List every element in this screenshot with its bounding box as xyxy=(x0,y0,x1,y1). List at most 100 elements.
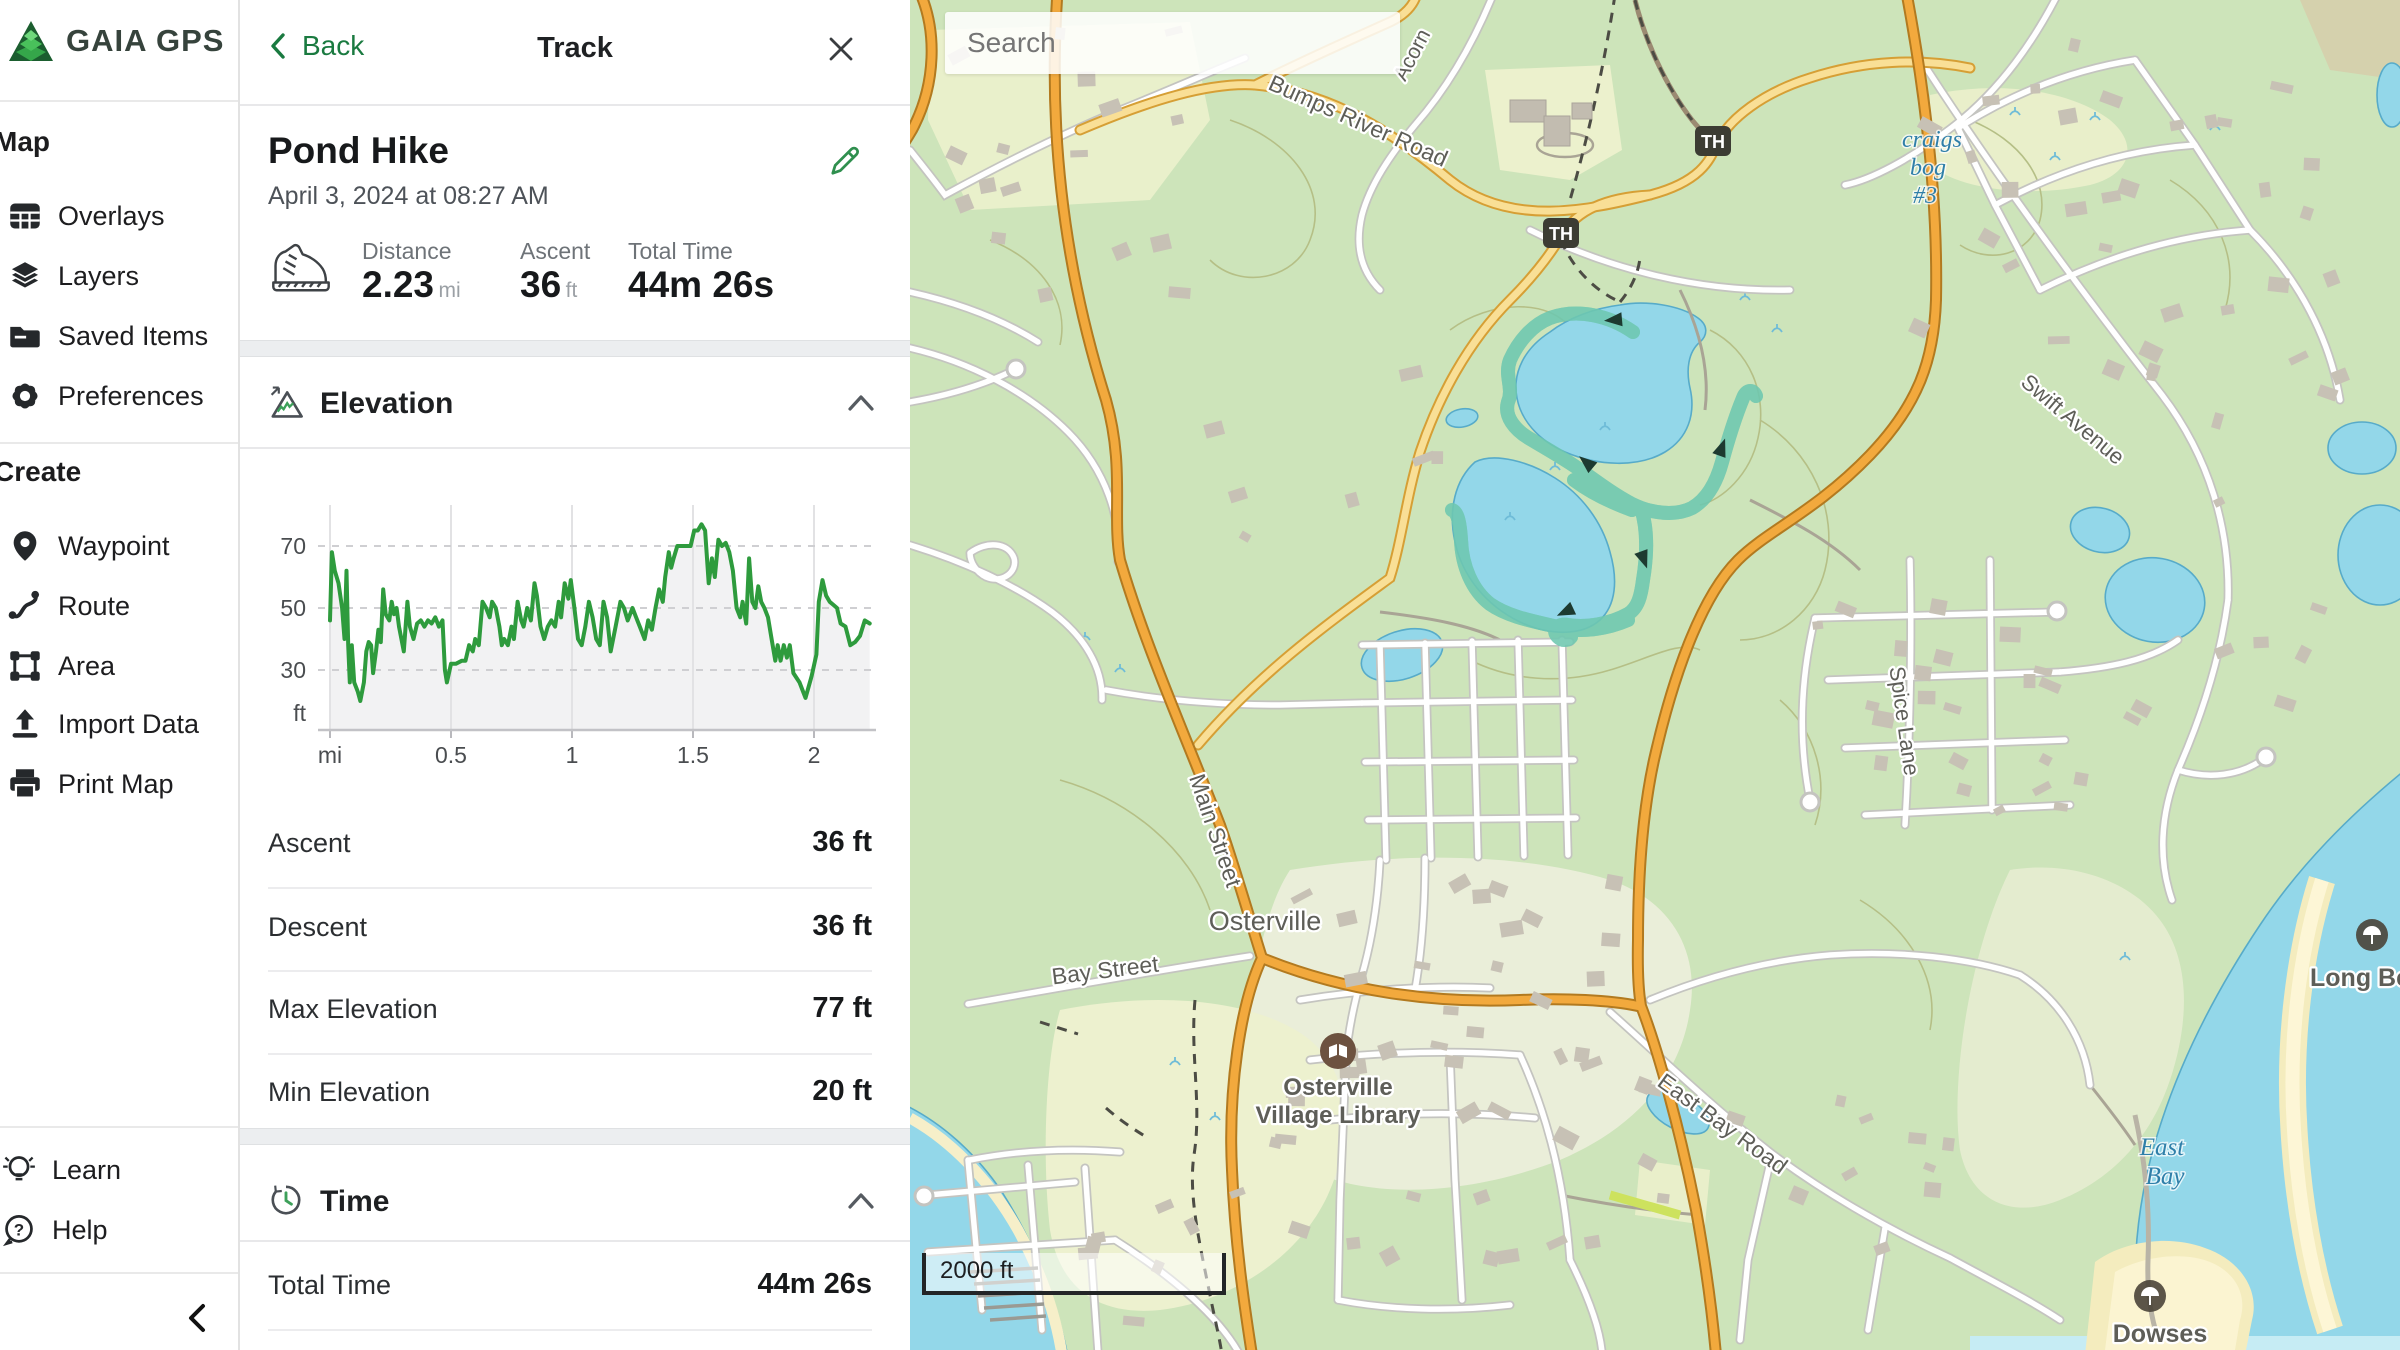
poi-label-library-2: Village Library xyxy=(1256,1102,1422,1129)
track-detail-panel: Back Track Pond Hike April 3, 2024 at 08… xyxy=(240,0,910,1350)
sidebar-item-waypoint[interactable]: Waypoint xyxy=(0,518,238,574)
map-canvas[interactable]: TH TH Bumps River Road Acorn craigs bog … xyxy=(910,0,2400,1350)
sidebar-item-print-map[interactable]: Print Map xyxy=(0,756,238,812)
collapse-sidebar-chevron[interactable] xyxy=(180,1300,216,1336)
minor-roads xyxy=(1379,131,2161,1339)
sidebar-item-layers[interactable]: Layers xyxy=(0,248,238,304)
map-water xyxy=(910,62,2400,1350)
overlays-icon xyxy=(10,203,40,229)
svg-text:TH: TH xyxy=(1549,224,1573,244)
trailhead-marker[interactable]: TH xyxy=(1543,218,1579,248)
sidebar-item-import-data[interactable]: Import Data xyxy=(0,696,238,752)
culdesac-bulbs xyxy=(913,358,2277,1207)
buildings xyxy=(945,25,2350,1327)
east-bay-water xyxy=(2134,773,2400,1350)
app-logo[interactable]: GAIA GPS xyxy=(8,18,224,64)
map-contours xyxy=(989,119,2231,1031)
sidebar-item-overlays[interactable]: Overlays xyxy=(0,188,238,244)
stat-label: Ascent xyxy=(268,828,351,858)
sidebar-item-preferences[interactable]: Preferences xyxy=(0,368,238,424)
import-icon xyxy=(12,709,38,738)
divider xyxy=(0,1272,238,1274)
svg-text:70: 70 xyxy=(280,533,306,559)
sidebar-item-route[interactable]: Route xyxy=(0,578,238,634)
map-beaches xyxy=(910,875,2343,1350)
back-button[interactable]: Back xyxy=(266,30,364,62)
place-label-dowses: Dowses xyxy=(2113,1320,2207,1348)
chevron-up-icon[interactable] xyxy=(846,1190,876,1212)
track-path[interactable] xyxy=(1445,312,1763,640)
place-label-long-beach: Long Be xyxy=(2310,964,2400,992)
place-label-osterville: Osterville xyxy=(1209,906,1322,936)
sidebar-heading-create: Create xyxy=(0,456,82,487)
sidebar-item-label: Area xyxy=(58,650,116,681)
stat-value: 36 ft xyxy=(812,910,872,942)
panel-title: Track xyxy=(537,32,613,64)
lightbulb-icon xyxy=(3,1156,35,1181)
summary-ascent-value: 36 ft xyxy=(520,264,578,305)
summary-time-value: 44m 26s xyxy=(628,264,775,305)
summary-distance-value: 2.23 mi xyxy=(362,264,461,305)
search-bar[interactable] xyxy=(945,12,1422,74)
divider xyxy=(0,1126,238,1128)
stat-value: 44m 26s xyxy=(757,1268,873,1300)
sidebar-item-help[interactable]: ? Help xyxy=(0,1202,238,1258)
water-label-craigs-bog-2: bog xyxy=(1910,155,1946,181)
time-clock-icon xyxy=(271,1185,301,1215)
water-label-east-bay-1: East xyxy=(2139,1134,2186,1161)
printer-icon xyxy=(10,769,40,799)
waypoint-pin-icon xyxy=(13,531,37,561)
gear-icon xyxy=(12,383,38,409)
track-date: April 3, 2024 at 08:27 AM xyxy=(268,182,549,210)
close-icon[interactable] xyxy=(826,34,856,64)
stat-value: 77 ft xyxy=(812,992,872,1024)
stat-label: Descent xyxy=(268,912,368,942)
elevation-mountain-icon xyxy=(270,386,303,418)
highways xyxy=(910,0,1943,1350)
elevation-chart-svg[interactable]: mi 0.5 1 1.5 2 70 50 30 ft xyxy=(240,495,910,795)
elevation-section-title: Elevation xyxy=(320,387,454,420)
svg-text:TH: TH xyxy=(1701,132,1725,152)
beach-umbrella-icon[interactable] xyxy=(2356,919,2388,951)
sidebar-item-area[interactable]: Area xyxy=(0,638,238,694)
sidebar-item-learn[interactable]: Learn xyxy=(0,1142,238,1198)
sidebar-item-saved-items[interactable]: Saved Items xyxy=(0,308,238,364)
divider xyxy=(0,100,238,102)
map-open-areas xyxy=(928,0,2400,1311)
divider xyxy=(240,104,910,106)
trailhead-marker[interactable]: TH xyxy=(1695,126,1731,156)
library-icon[interactable] xyxy=(1320,1033,1356,1069)
back-label: Back xyxy=(302,30,365,61)
svg-text:mi: mi xyxy=(318,742,342,768)
svg-text:50: 50 xyxy=(280,595,306,621)
school-buildings xyxy=(1509,99,1593,147)
sidebar-item-label: Preferences xyxy=(58,380,204,411)
section-separator xyxy=(240,1128,910,1145)
sidebar: GAIA GPS Map Overlays Layers Saved Items… xyxy=(0,0,240,1350)
svg-text:1: 1 xyxy=(566,742,579,768)
svg-text:?: ? xyxy=(14,1221,24,1240)
water-label-craigs-bog-3: #3 xyxy=(1913,183,1937,209)
svg-text:ft: ft xyxy=(293,700,306,726)
trails xyxy=(1039,0,1694,1350)
sidebar-heading-map: Map xyxy=(0,126,50,157)
sidebar-item-label: Import Data xyxy=(58,708,200,739)
chevron-up-icon[interactable] xyxy=(846,392,876,414)
svg-text:1.5: 1.5 xyxy=(677,742,709,768)
summary-distance-label: Distance xyxy=(362,238,452,264)
section-separator xyxy=(240,340,910,357)
search-input[interactable] xyxy=(945,12,1422,74)
sidebar-item-label: Saved Items xyxy=(58,320,209,351)
hiking-boot-icon xyxy=(272,243,330,292)
stat-value: 36 ft xyxy=(812,826,872,858)
edit-pencil-icon[interactable] xyxy=(828,142,864,178)
divider xyxy=(268,1053,872,1055)
sidebar-item-label: Overlays xyxy=(58,200,165,231)
time-section-title: Time xyxy=(320,1185,390,1218)
sidebar-item-label: Layers xyxy=(58,260,140,291)
gaia-logo-icon xyxy=(9,21,53,61)
divider xyxy=(240,447,910,449)
track-direction-arrows xyxy=(1556,312,1726,616)
svg-text:30: 30 xyxy=(280,657,306,683)
beach-umbrella-icon[interactable] xyxy=(2134,1280,2166,1312)
